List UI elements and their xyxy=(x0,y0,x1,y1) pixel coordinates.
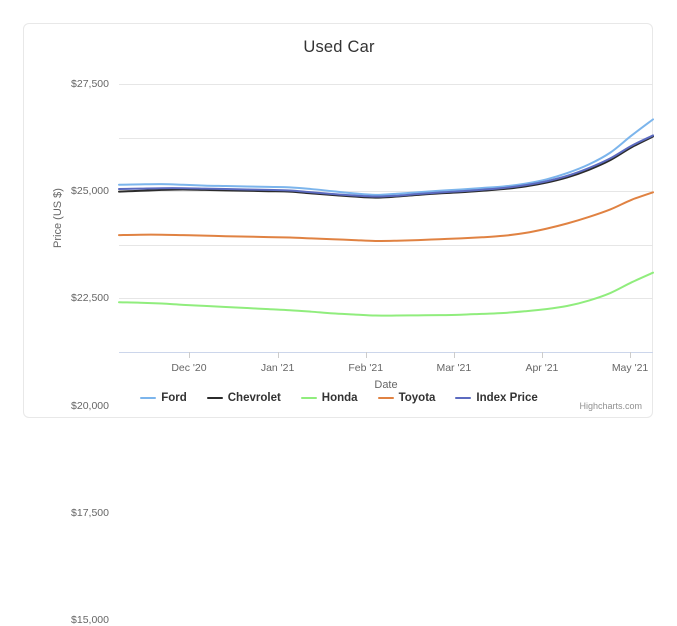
legend-item[interactable]: Toyota xyxy=(377,392,436,404)
x-axis-line xyxy=(119,352,653,353)
legend-item[interactable]: Chevrolet xyxy=(206,392,281,404)
legend-line-icon xyxy=(140,396,157,400)
series-line[interactable] xyxy=(118,134,654,198)
gridline: $27,500 xyxy=(71,78,653,90)
x-axis-tick-label: May '21 xyxy=(611,362,649,374)
x-axis-tick-mark xyxy=(188,352,190,358)
chart-legend: Ford Chevrolet Honda Toyota Index Price xyxy=(24,392,654,404)
series-line[interactable] xyxy=(118,271,654,317)
y-axis-tick-label: $15,000 xyxy=(71,614,109,626)
legend-line-icon xyxy=(206,396,223,400)
legend-item-label: Index Price xyxy=(476,392,538,404)
x-axis-tick-label: Feb '21 xyxy=(348,362,384,374)
y-axis-tick-label: $17,500 xyxy=(71,506,109,519)
plot-area: $15,000 $17,500 $20,000 $22,500 $25,000 $27,5… xyxy=(71,78,654,626)
series-line[interactable] xyxy=(118,191,654,242)
legend-item[interactable]: Honda xyxy=(300,392,358,404)
legend-line-icon xyxy=(377,396,394,400)
y-axis-tick-label: $22,500 xyxy=(71,292,109,305)
x-axis-tick-label: Apr '21 xyxy=(525,362,559,374)
x-axis-tick-label: Dec '20 xyxy=(171,362,207,374)
legend-item[interactable]: Ford xyxy=(140,392,187,404)
y-axis-title: Price (US $) xyxy=(52,188,64,248)
x-axis-tick-mark xyxy=(277,352,279,358)
x-axis-tick-mark xyxy=(453,352,455,358)
legend-line-icon xyxy=(300,396,317,400)
y-axis-tick-label: $20,000 xyxy=(71,399,109,412)
x-axis-tick-label: Mar '21 xyxy=(436,362,472,374)
gridline: $22,500 xyxy=(71,191,653,304)
x-axis-tick-mark xyxy=(365,352,367,358)
x-axis-title: Date xyxy=(374,379,398,391)
legend-item-label: Chevrolet xyxy=(227,392,281,404)
y-axis-tick-label: $27,500 xyxy=(71,78,109,90)
x-axis-tick-mark xyxy=(630,352,632,358)
credits-watermark: Highcharts.com xyxy=(579,401,642,411)
legend-item[interactable]: Index Price xyxy=(455,392,538,404)
gridline: $25,000 xyxy=(71,137,653,197)
series-line[interactable] xyxy=(118,118,654,196)
x-axis-tick-label: Jan '21 xyxy=(260,362,295,374)
legend-line-icon xyxy=(455,396,472,400)
gridline: $20,000 xyxy=(71,244,653,412)
x-axis-tick-mark xyxy=(541,352,543,358)
series-lines xyxy=(118,118,654,317)
legend-item-label: Honda xyxy=(321,392,358,404)
chart-title: Used Car xyxy=(303,38,375,56)
legend-item-label: Toyota xyxy=(398,392,436,404)
y-axis-tick-label: $25,000 xyxy=(71,185,109,198)
chart-container: Used Car Price (US $) $15,000 $17,500 $20,… xyxy=(23,23,654,626)
legend-item-label: Ford xyxy=(161,392,187,404)
